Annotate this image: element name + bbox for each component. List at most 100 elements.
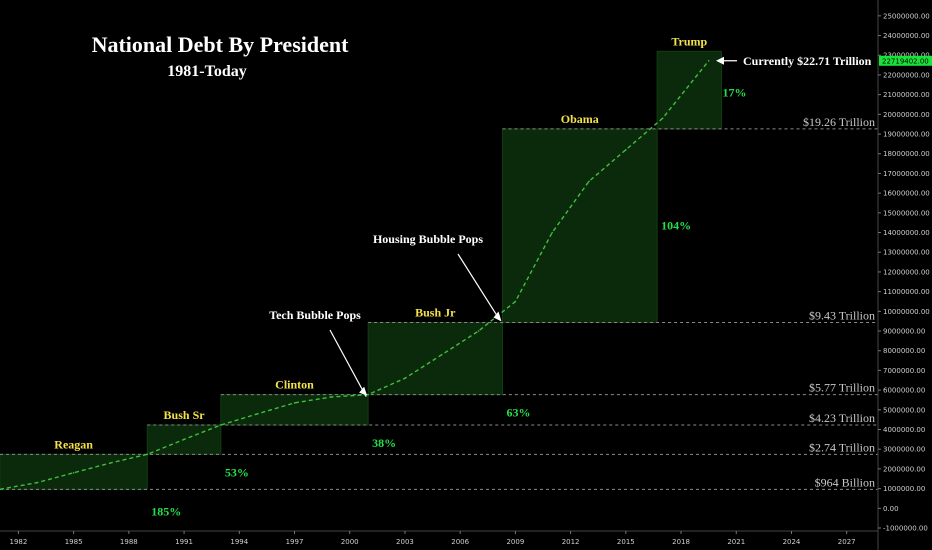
annotation-current: Currently $22.71 Trillion [743,54,872,68]
debt-point-6 [220,424,222,426]
y-tick-label-26: 25000000.00 [883,12,930,20]
arrow-housing-bubble [457,253,501,320]
presidency-box-4 [502,128,658,324]
presidency-name-4: Obama [561,112,599,126]
x-tick-label-9: 2009 [506,538,524,546]
annotations: Tech Bubble Pops Housing Bubble Pops Curre… [269,54,872,397]
y-tick-label-20: 19000000.00 [883,131,930,139]
annotation-housing-bubble: Housing Bubble Pops [373,232,483,246]
level-label-5: $19.26 Trillion [803,115,875,129]
y-tick-label-22: 21000000.00 [883,91,930,99]
debt-point-15 [551,231,554,234]
arrow-tech-bubble [329,329,367,397]
y-tick-label-10: 9000000.00 [883,328,925,336]
x-tick-label-2: 1988 [120,538,138,546]
debt-point-0 [0,488,1,491]
x-tick-label-8: 2006 [451,538,469,546]
x-tick-label-7: 2003 [396,538,414,546]
x-tick-label-15: 2027 [838,538,856,546]
debt-point-7 [256,412,259,415]
y-tick-label-15: 14000000.00 [883,229,930,237]
y-tick-label-1: 0.00 [883,505,899,513]
debt-point-9 [330,396,333,398]
x-tick-label-10: 2012 [562,538,580,546]
y-tick-label-21: 20000000.00 [883,111,930,119]
y-tick-label-24: 23000000.00 [883,52,930,60]
y-tick-label-0: -1000000.00 [883,525,928,533]
x-tick-label-1: 1985 [65,538,83,546]
presidency-box-5 [656,50,723,130]
y-tick-label-19: 18000000.00 [883,150,930,158]
y-tick-label-18: 17000000.00 [883,170,930,178]
presidency-name-1: Bush Sr [164,408,206,422]
y-tick-label-8: 7000000.00 [883,367,925,375]
debt-point-1 [36,481,38,484]
x-tick-label-0: 1982 [9,538,27,546]
debt-point-2 [72,472,75,474]
chart-title: National Debt By President [92,32,350,57]
debt-point-13 [477,330,480,332]
presidency-pct-1: 53% [225,465,249,479]
x-tick-label-13: 2021 [727,538,745,546]
y-tick-label-11: 10000000.00 [883,308,930,316]
x-tick-label-11: 2015 [617,538,635,546]
y-tick-label-6: 5000000.00 [883,406,925,414]
y-tick-label-25: 24000000.00 [883,32,930,40]
debt-series [0,59,710,491]
level-label-1: $2.74 Trillion [809,440,875,454]
presidency-name-3: Bush Jr [415,306,456,320]
debt-point-4 [146,453,149,456]
arrowhead-current [716,56,724,65]
presidency-box-2 [220,394,369,426]
debt-point-19 [707,59,710,62]
level-label-2: $4.23 Trillion [809,411,875,425]
debt-point-18 [661,117,664,120]
presidency-name-0: Reagan [54,437,93,451]
presidency-pct-0: 185% [151,504,181,518]
y-axis: -1000000.00 0.00 1000000.00 2000000.00 30000… [877,0,932,550]
current-value-badge-label: 22719402.00 [882,57,929,65]
y-tick-label-4: 3000000.00 [883,446,925,454]
debt-point-17 [625,148,627,151]
y-tick-label-7: 6000000.00 [883,387,925,395]
x-tick-label-14: 2024 [783,538,801,546]
y-tick-label-9: 8000000.00 [883,347,925,355]
presidency-name-2: Clinton [275,378,314,392]
y-tick-label-17: 16000000.00 [883,190,930,198]
debt-point-11 [404,377,406,380]
presidency-pct-4: 104% [661,219,691,233]
debt-point-16 [588,180,590,183]
presidency-name-5: Trump [671,34,707,48]
debt-point-10 [367,393,369,396]
arrowhead-housing-bubble [493,311,502,322]
annotation-tech-bubble: Tech Bubble Pops [269,308,361,322]
x-tick-label-6: 2000 [341,538,359,546]
y-tick-label-2: 1000000.00 [883,485,925,493]
debt-level-lines: $964 Billion $2.74 Trillion $4.23 Trillion… [0,115,878,490]
debt-point-14 [514,300,517,303]
debt-point-8 [293,402,296,404]
debt-point-3 [109,462,112,464]
current-value-badge [879,55,932,66]
presidency-pct-2: 38% [372,436,396,450]
level-label-3: $5.77 Trillion [809,381,875,395]
y-tick-label-3: 2000000.00 [883,465,925,473]
arrowhead-tech-bubble [359,386,368,396]
level-label-4: $9.43 Trillion [809,309,875,323]
level-label-0: $964 Billion [815,475,875,489]
debt-point-5 [183,438,185,441]
x-axis: 1982 1985 1988 1991 1994 1997 2000 2003 2006 2009… [0,530,878,546]
y-tick-label-13: 12000000.00 [883,268,930,276]
presidency-pct-3: 63% [507,406,531,420]
y-tick-label-23: 22000000.00 [883,71,930,79]
x-tick-label-5: 1997 [286,538,304,546]
debt-line [0,60,710,490]
y-tick-label-14: 13000000.00 [883,249,930,257]
y-tick-label-12: 11000000.00 [883,288,930,296]
presidency-pct-5: 17% [723,86,747,100]
presidency-labels: Reagan 185% Bush Sr 53% Clinton 38% Bush Jr 63%… [54,34,746,518]
x-tick-label-12: 2018 [672,538,690,546]
y-tick-label-16: 15000000.00 [883,209,930,217]
chart-subtitle: 1981-Today [167,63,246,80]
